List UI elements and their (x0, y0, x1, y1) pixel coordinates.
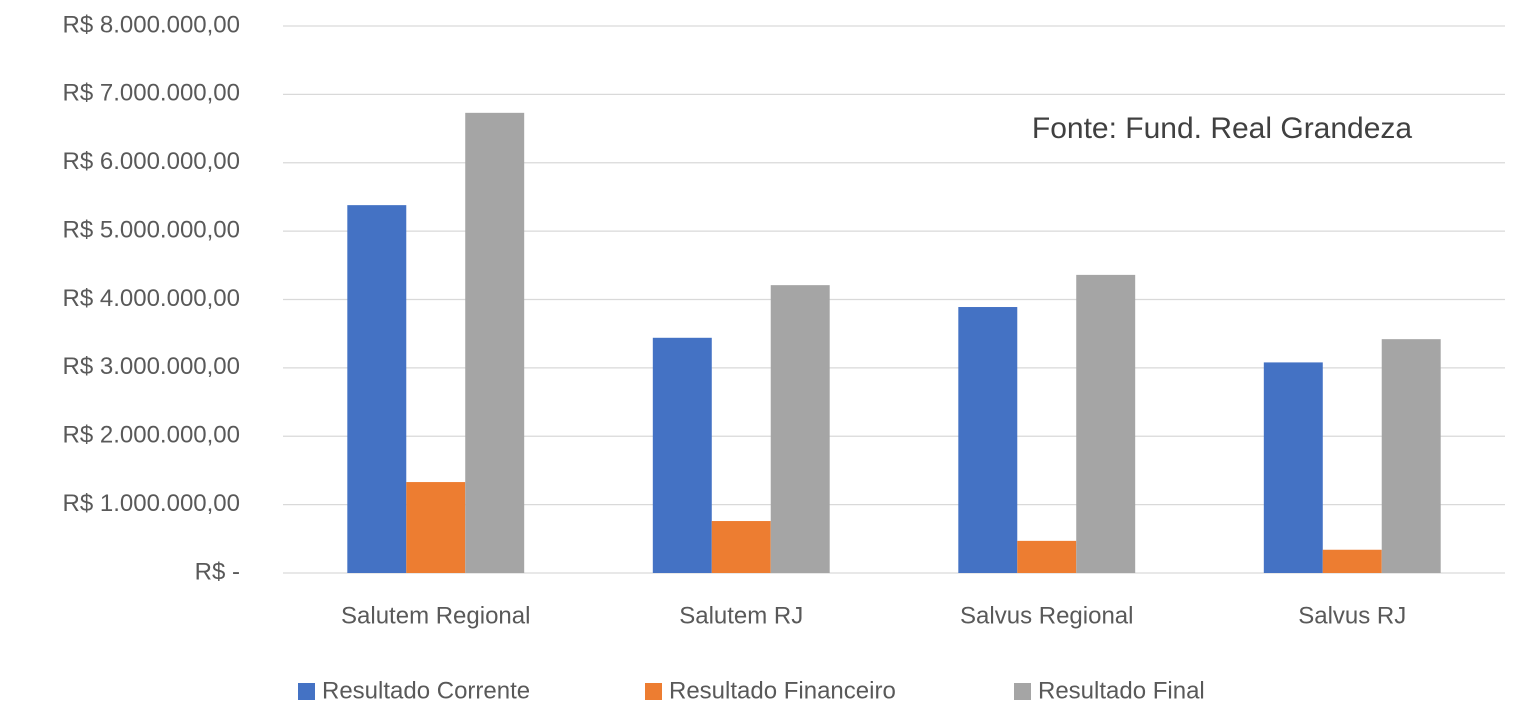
annotation: Fonte: Fund. Real Grandeza (1032, 112, 1413, 145)
bar (711, 521, 771, 573)
y-tick-label: R$ 1.000.000,00 (63, 490, 240, 517)
x-tick-label: Salutem RJ (679, 602, 803, 629)
y-tick-label: R$ 3.000.000,00 (63, 353, 240, 380)
legend-swatch (1014, 683, 1031, 700)
legend-label: Resultado Final (1038, 677, 1205, 704)
bar (958, 307, 1018, 573)
bar (1017, 540, 1077, 573)
y-tick-label: R$ 5.000.000,00 (63, 216, 240, 243)
y-tick-label: R$ 2.000.000,00 (63, 422, 240, 449)
y-tick-label: R$ - (195, 558, 240, 585)
bar (652, 337, 712, 573)
bar (465, 112, 525, 574)
legend-label: Resultado Corrente (322, 677, 530, 704)
bar (1076, 274, 1136, 573)
bar (406, 482, 466, 573)
y-tick-label: R$ 4.000.000,00 (63, 285, 240, 312)
x-tick-label: Salvus Regional (960, 602, 1133, 629)
x-tick-label: Salutem Regional (341, 602, 530, 629)
bar (347, 205, 407, 573)
y-tick-label: R$ 7.000.000,00 (63, 80, 240, 107)
legend-swatch (645, 683, 662, 700)
bar (1381, 339, 1441, 573)
legend-swatch (298, 683, 315, 700)
y-tick-label: R$ 6.000.000,00 (63, 148, 240, 175)
y-tick-label: R$ 8.000.000,00 (63, 11, 240, 38)
legend-label: Resultado Financeiro (669, 677, 896, 704)
bar (770, 285, 830, 573)
x-tick-label: Salvus RJ (1298, 602, 1406, 629)
bar (1263, 362, 1323, 573)
bar (1322, 549, 1382, 573)
